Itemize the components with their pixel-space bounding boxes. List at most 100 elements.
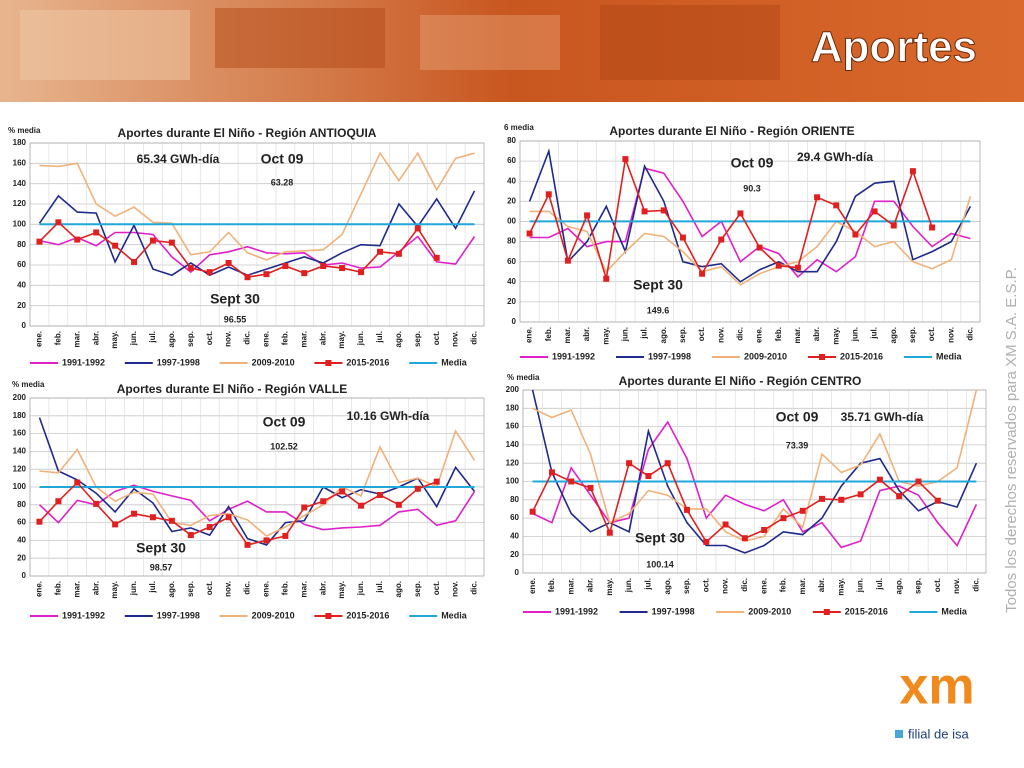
data-point: [414, 225, 421, 232]
x-tick-label: dic.: [966, 327, 975, 341]
x-tick-label: abr.: [812, 327, 821, 341]
annotation: Oct 09: [263, 414, 306, 430]
y-tick-label: 160: [13, 158, 27, 167]
data-point: [282, 263, 289, 270]
data-point: [414, 485, 421, 492]
chart-title: Aportes durante El Niño - Región CENTRO: [619, 374, 862, 388]
x-tick-label: abr.: [318, 581, 327, 595]
x-tick-label: ago.: [889, 327, 898, 343]
y-tick-label: 00: [507, 217, 516, 226]
legend-marker: [325, 613, 332, 619]
y-tick-label: 40: [510, 532, 519, 541]
series-line: [529, 167, 971, 278]
x-tick-label: dic.: [470, 331, 479, 345]
x-tick-label: mar.: [72, 331, 81, 347]
y-tick-label: 120: [13, 199, 27, 208]
data-point: [548, 469, 555, 476]
x-tick-label: may.: [110, 581, 119, 599]
data-point: [606, 529, 613, 536]
annotation: Sept 30: [633, 277, 683, 293]
x-tick-label: nov.: [451, 331, 460, 347]
y-tick-label: 60: [510, 513, 519, 522]
x-tick-label: oct.: [432, 331, 441, 345]
data-point: [263, 537, 270, 544]
annotation: 96.55: [224, 314, 247, 324]
series-line: [38, 417, 476, 546]
legend-marker: [823, 609, 830, 615]
y-tick-label: 100: [506, 477, 520, 486]
legend-label: 2015-2016: [840, 351, 883, 361]
y-axis-label: % media: [8, 126, 41, 135]
data-point: [703, 538, 710, 545]
y-tick-label: 80: [507, 237, 516, 246]
plot-frame: [29, 397, 485, 577]
y-tick-label: 140: [506, 440, 520, 449]
x-tick-label: abr.: [318, 331, 327, 345]
data-point: [112, 242, 119, 249]
annotation: 73.39: [786, 440, 809, 450]
x-tick-label: ago.: [394, 331, 403, 347]
data-point: [168, 517, 175, 524]
data-point: [890, 222, 897, 229]
data-point: [36, 238, 43, 245]
data-point: [168, 239, 175, 246]
x-tick-label: feb.: [547, 578, 556, 592]
data-point: [301, 270, 308, 277]
data-point: [358, 502, 365, 509]
y-tick-label: 20: [510, 550, 519, 559]
data-point: [55, 498, 62, 505]
x-tick-label: oct.: [927, 327, 936, 341]
x-tick-label: nov.: [952, 578, 961, 594]
x-tick-label: ene.: [262, 581, 271, 597]
x-tick-label: dic.: [243, 331, 252, 345]
x-tick-label: dic.: [243, 581, 252, 595]
data-point: [206, 524, 213, 531]
series-line: [531, 461, 939, 544]
annotation: 65.34 GWh-día: [137, 152, 220, 166]
y-tick-label: 80: [507, 136, 516, 145]
data-point: [683, 506, 690, 513]
y-tick-label: 60: [17, 518, 26, 527]
data-point: [660, 207, 667, 214]
series-line: [38, 484, 476, 531]
x-tick-label: sep.: [413, 581, 422, 597]
x-tick-label: may.: [601, 327, 610, 345]
y-tick-label: 120: [506, 458, 520, 467]
x-tick-label: abr.: [817, 578, 826, 592]
data-point: [339, 488, 346, 495]
x-tick-label: nov.: [224, 331, 233, 347]
x-tick-label: sep.: [908, 327, 917, 343]
data-point: [934, 497, 941, 504]
y-tick-label: 0: [512, 317, 517, 326]
side-note: Todos los derechos reservados para XM S.…: [1003, 267, 1020, 613]
data-point: [263, 271, 270, 278]
x-tick-label: jul.: [644, 578, 653, 591]
data-point: [587, 484, 594, 491]
x-tick-label: jun.: [621, 327, 630, 342]
header-decor: [215, 8, 385, 68]
data-point: [395, 501, 402, 508]
data-point: [699, 270, 706, 277]
x-tick-label: dic.: [740, 578, 749, 592]
legend-label: 1991-1992: [62, 610, 105, 620]
y-tick-label: 120: [13, 464, 27, 473]
y-tick-label: 20: [507, 297, 516, 306]
x-tick-label: oct.: [701, 578, 710, 592]
x-tick-label: jul.: [148, 581, 157, 594]
data-point: [433, 254, 440, 261]
x-tick-label: jun.: [624, 578, 633, 593]
series-line: [38, 480, 437, 546]
x-tick-label: may.: [337, 581, 346, 599]
data-point: [376, 492, 383, 499]
x-tick-label: abr.: [582, 327, 591, 341]
data-point: [358, 269, 365, 276]
data-point: [149, 237, 156, 244]
data-point: [909, 168, 916, 175]
data-point: [225, 259, 232, 266]
legend-label: 1991-1992: [552, 351, 595, 361]
x-tick-label: jun.: [851, 327, 860, 342]
y-tick-label: 0: [22, 571, 27, 580]
annotation: Sept 30: [136, 540, 186, 556]
x-tick-label: ene.: [525, 327, 534, 343]
x-tick-label: jul.: [640, 327, 649, 340]
